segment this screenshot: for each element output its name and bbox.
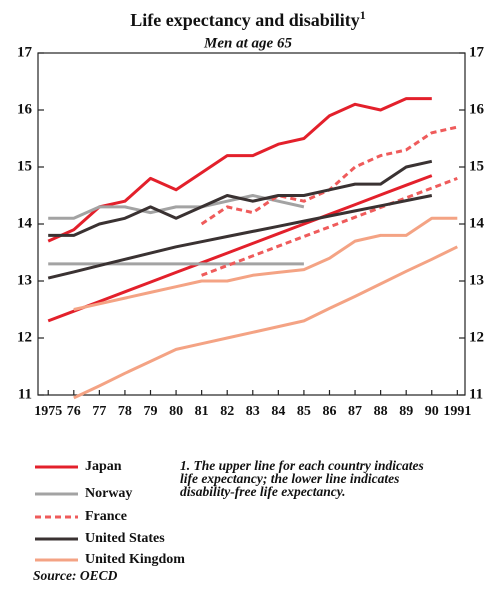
y2-tick-label: 12 [469,329,484,345]
series-line [201,176,458,277]
y-tick-label: 15 [17,158,32,174]
y-tick-label: 14 [17,215,33,231]
x-tick-label: 88 [374,404,388,419]
footnote: 1. The upper line for each country indic… [180,458,424,473]
series-line [47,174,433,323]
x-tick-label: 90 [425,404,439,419]
series-line [47,194,433,280]
legend-label: Japan [85,459,122,474]
y-tick-label: 12 [17,329,32,345]
legend-label: United States [85,531,165,546]
legend-label: France [85,509,127,524]
title-note-mark: 1 [360,8,366,22]
series-line [73,216,458,311]
series-line [73,245,458,400]
x-tick-label: 82 [220,404,234,419]
footnote: life expectancy; the lower line indicate… [180,471,399,486]
x-tick-label: 83 [246,404,260,419]
y-tick-label: 17 [17,44,33,60]
source: Source: OECD [33,568,118,583]
x-tick-label: 77 [92,404,106,419]
x-tick-label: 80 [169,404,183,419]
y-tick-label: 13 [17,272,32,288]
y-tick-label: 16 [17,101,33,117]
series-line [200,125,458,226]
x-tick-label: 76 [67,404,81,419]
y2-tick-label: 11 [469,386,483,402]
legend-label: Norway [85,486,132,501]
x-tick-label: 1975 [34,404,62,419]
y2-tick-label: 14 [469,215,485,231]
legend-label: United Kingdom [85,552,185,567]
x-tick-label: 78 [118,404,132,419]
x-tick-label: 79 [144,404,158,419]
x-tick-label: 1991 [443,404,471,419]
y2-tick-label: 17 [469,44,485,60]
x-tick-label: 89 [399,404,413,419]
chart-title: Life expectancy and disability1 [130,8,366,30]
series-line [48,159,433,237]
series-line [48,194,305,220]
chart-subtitle: Men at age 65 [203,35,292,51]
x-tick-label: 84 [271,404,285,419]
series-line [47,97,432,243]
y-tick-label: 11 [18,386,32,402]
title-text: Life expectancy and disability [130,10,360,30]
x-tick-label: 87 [348,404,362,419]
footnote: disability-free life expectancy. [180,484,346,499]
y2-tick-label: 15 [469,158,484,174]
y2-tick-label: 13 [469,272,484,288]
x-tick-label: 86 [322,404,336,419]
y2-tick-label: 16 [469,101,485,117]
x-tick-label: 81 [195,404,209,419]
x-tick-label: 85 [297,404,311,419]
